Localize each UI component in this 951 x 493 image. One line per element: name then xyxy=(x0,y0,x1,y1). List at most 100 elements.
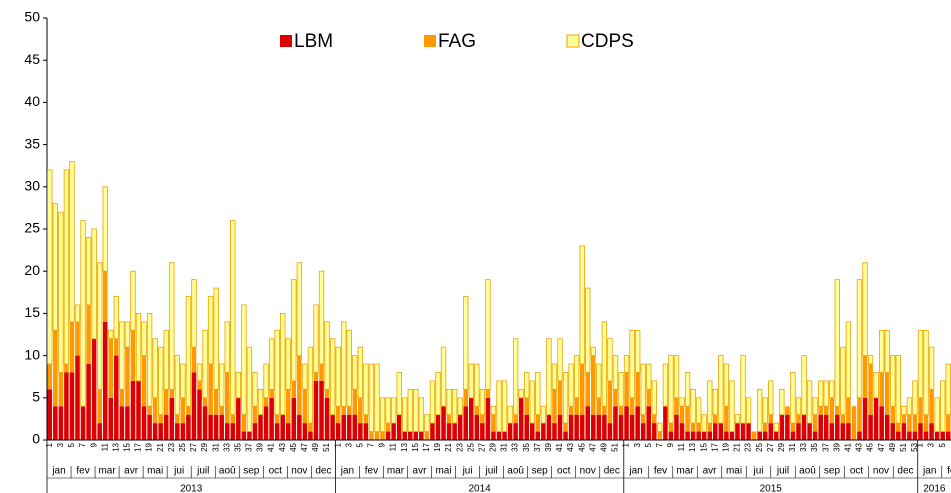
bar-segment xyxy=(690,431,696,440)
bar-segment xyxy=(795,397,802,416)
bar-segment xyxy=(607,380,613,424)
bar-segment xyxy=(762,397,768,424)
month-label: mar xyxy=(98,466,116,477)
bar-segment xyxy=(679,423,685,440)
bar-segment xyxy=(851,406,857,440)
x-tick-label: 33 xyxy=(511,442,520,451)
month-label: nov xyxy=(873,466,889,477)
bar-segment xyxy=(701,431,707,440)
bar-segment xyxy=(591,414,596,440)
bar-segment xyxy=(158,346,164,416)
bar-segment xyxy=(724,431,729,440)
bar-segment xyxy=(468,397,474,440)
bar-segment xyxy=(86,304,91,365)
bar-segment xyxy=(718,423,724,440)
bar-segment xyxy=(884,329,890,373)
bar-segment xyxy=(867,355,874,365)
bar-segment xyxy=(923,414,929,432)
bar-segment xyxy=(385,397,391,424)
bar-segment xyxy=(102,186,108,272)
bar-segment xyxy=(58,372,64,407)
bar-segment xyxy=(219,406,224,415)
y-tick-label: 30 xyxy=(24,178,40,194)
bar-segment xyxy=(146,312,153,407)
bar-segment xyxy=(690,423,696,432)
x-tick-label: 37 xyxy=(245,442,254,451)
bar-segment xyxy=(652,414,657,424)
month-label: fev xyxy=(365,466,378,477)
bar-segment xyxy=(208,364,213,415)
bar-segment xyxy=(668,431,674,440)
bar-segment xyxy=(652,423,657,440)
bar-segment xyxy=(612,355,619,390)
bar-segment xyxy=(790,372,796,424)
x-tick-label: 13 xyxy=(111,442,120,451)
month-label: fev xyxy=(654,466,667,477)
bar-segment xyxy=(701,414,707,432)
bar-segment xyxy=(535,431,541,440)
month-label: juil xyxy=(776,466,789,477)
month-label: nov xyxy=(580,466,596,477)
bar-segment xyxy=(91,338,97,440)
bar-segment xyxy=(69,372,75,440)
bar-segment xyxy=(934,431,940,440)
bar-segment xyxy=(485,279,491,390)
bar-segment xyxy=(219,363,225,407)
bar-segment xyxy=(114,355,119,440)
legend-label: LBM xyxy=(294,31,333,52)
bar-segment xyxy=(779,388,785,416)
bar-segment xyxy=(296,262,303,357)
bar-segment xyxy=(601,321,608,407)
bar-segment xyxy=(252,406,258,424)
legend-swatch xyxy=(424,35,436,47)
bar-segment xyxy=(857,431,862,440)
bar-segment xyxy=(236,397,241,440)
month-label: fev xyxy=(947,466,951,477)
month-label: dec xyxy=(604,466,620,477)
bar-segment xyxy=(280,414,285,440)
bar-segment xyxy=(246,346,253,432)
y-tick-label: 40 xyxy=(24,93,40,109)
bar-segment xyxy=(602,406,607,415)
bar-segment xyxy=(568,406,574,415)
bar-segment xyxy=(574,414,579,440)
bar-segment xyxy=(890,423,896,440)
month-label: mai xyxy=(435,466,451,477)
bar-segment xyxy=(945,414,951,432)
bar-segment xyxy=(613,406,618,440)
bar-segment xyxy=(823,406,829,415)
bar-segment xyxy=(80,406,86,440)
y-tick-label: 35 xyxy=(24,135,40,151)
bar-segment xyxy=(501,380,508,432)
bar-segment xyxy=(213,389,219,415)
month-label: sep xyxy=(824,466,841,477)
bar-segment xyxy=(335,406,341,424)
bar-segment xyxy=(685,406,690,432)
bar-segment xyxy=(230,414,236,424)
bar-segment xyxy=(823,380,829,407)
bar-segment xyxy=(768,380,774,416)
bar-segment xyxy=(507,423,513,440)
month-label: jui xyxy=(752,466,763,477)
bar-segment xyxy=(790,423,796,432)
bar-segment xyxy=(657,422,663,432)
bar-segment xyxy=(602,414,607,440)
bar-segment xyxy=(812,414,818,432)
bar-segment xyxy=(624,406,629,440)
x-tick-label: 29 xyxy=(777,442,786,451)
bar-segment xyxy=(529,380,535,424)
x-tick-label: 31 xyxy=(788,442,797,451)
bar-segment xyxy=(108,338,114,398)
month-label: sep xyxy=(532,466,549,477)
bar-segment xyxy=(657,431,663,440)
bar-segment xyxy=(785,406,790,415)
x-tick-label: 17 xyxy=(134,442,143,451)
bar-segment xyxy=(302,363,308,390)
bar-segment xyxy=(862,355,868,398)
legend-label: FAG xyxy=(438,31,476,52)
x-tick-label: 9 xyxy=(378,442,387,447)
bar-segment xyxy=(63,169,70,365)
x-tick-label: 5 xyxy=(67,442,76,447)
bar-segment xyxy=(285,338,291,390)
